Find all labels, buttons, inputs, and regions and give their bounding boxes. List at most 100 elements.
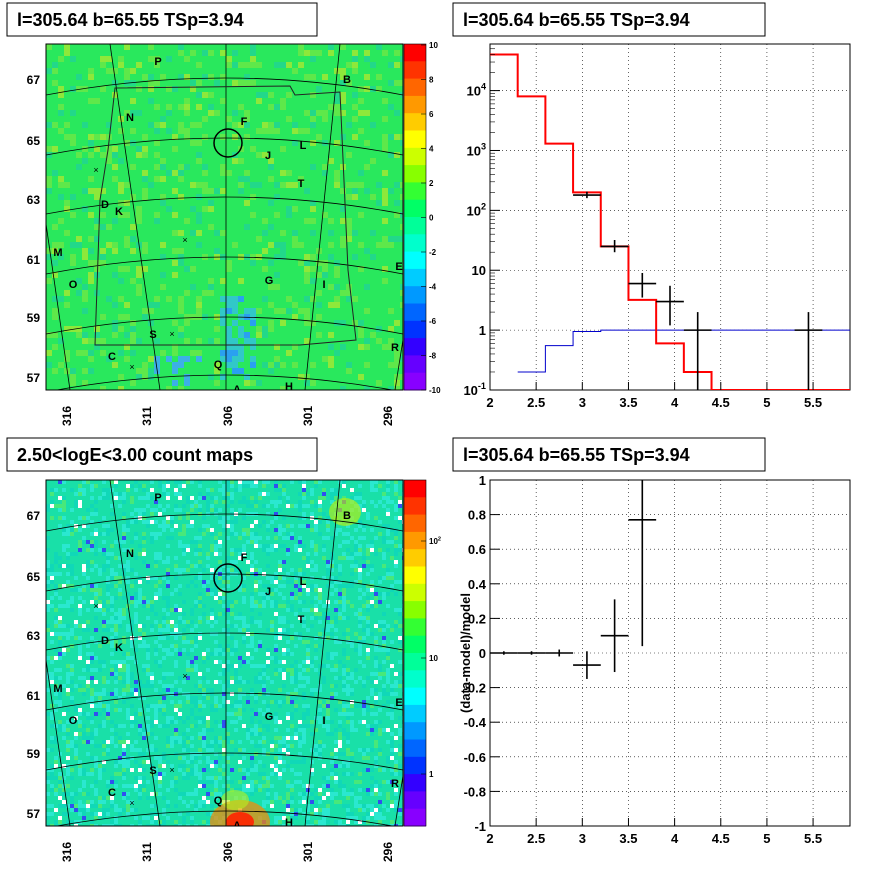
- source-label-k: K: [115, 642, 123, 654]
- cross-marker: ×: [129, 362, 134, 372]
- map-y-tick-label: 57: [27, 807, 41, 821]
- colorbar-tick-label: -4: [429, 283, 437, 292]
- source-label-h: H: [285, 817, 293, 829]
- map-x-tick-label: 301: [301, 842, 315, 862]
- spectrum-y-tick-label: 102: [466, 202, 486, 219]
- map-y-tick-label: 57: [27, 371, 41, 385]
- source-label-l: L: [300, 140, 307, 152]
- tl-axis-ticks: 316 311 306 301 296 67 65 63 61 59 57: [27, 73, 395, 426]
- map-x-tick-label: 316: [60, 842, 74, 862]
- source-label-g: G: [265, 275, 274, 287]
- residual-y-tick-label: 0.6: [468, 542, 486, 557]
- source-label-a: A: [233, 820, 241, 832]
- spectrum-grid: [489, 44, 850, 391]
- colorbar-tick-label: -6: [429, 317, 437, 326]
- map-y-tick-label: 67: [27, 73, 41, 87]
- source-label-e: E: [395, 697, 402, 709]
- cross-marker: ×: [169, 765, 174, 775]
- tl-grid: [46, 44, 403, 390]
- residual-panel: 2 2.5 3 3.5 4 4.5 5 5.5 1 0.8 0.6 0.4 0.2 0 -0.2 -0.4 -0…: [458, 473, 851, 846]
- map-y-tick-label: 61: [27, 689, 41, 703]
- source-label-f: F: [241, 552, 248, 564]
- map-y-tick-label: 59: [27, 311, 41, 325]
- title-bl-text: 2.50<logE<3.00 count maps: [17, 445, 253, 465]
- residual-y-tick-label: 0.2: [468, 611, 486, 626]
- source-label-b: B: [343, 510, 351, 522]
- source-label-q: Q: [214, 795, 223, 807]
- title-tl: l=305.64 b=65.55 TSp=3.94: [6, 2, 318, 37]
- source-label-t: T: [298, 614, 305, 626]
- residual-x-tick-label: 4.5: [712, 831, 730, 846]
- source-label-p: P: [154, 56, 161, 68]
- bl-pixels: [46, 480, 403, 826]
- residual-y-tick-label: -0.6: [464, 750, 486, 765]
- map-panel-tl: P B N F J L T DK M E G I O S C Q R A H × × × × 316 311 306 301 296…: [27, 41, 441, 426]
- spectrum-y-tick-label: 103: [466, 142, 486, 159]
- map-x-tick-label: 306: [221, 842, 235, 862]
- source-label-q: Q: [214, 359, 223, 371]
- source-label-d: D: [101, 199, 109, 211]
- bl-axis-ticks: 316 311 306 301 296 67 65 63 61 59 57: [27, 509, 395, 862]
- map-y-tick-label: 65: [27, 570, 41, 584]
- source-label-e: E: [395, 261, 402, 273]
- colorbar-tick-label: -2: [429, 248, 437, 257]
- source-label-j: J: [265, 150, 271, 162]
- bl-sources: P B N F J L T DK M E G I O S C Q R A H × × × ×: [53, 492, 402, 832]
- residual-x-tick-label: 4: [671, 831, 679, 846]
- colorbar-tick-label: 2: [429, 179, 434, 188]
- residual-y-tick-label: 0.8: [468, 508, 486, 523]
- residual-x-tick-label: 2: [486, 831, 493, 846]
- spectrum-x-tick-label: 2: [486, 395, 493, 410]
- source-label-b: B: [343, 74, 351, 86]
- residual-y-tick-label: -0.4: [464, 715, 487, 730]
- spectrum-y-tick-label: 10-1: [463, 381, 486, 398]
- source-label-r: R: [391, 778, 399, 790]
- map-x-tick-label: 316: [60, 406, 74, 426]
- residual-y-tick-label: 1: [479, 473, 486, 488]
- map-y-tick-label: 59: [27, 747, 41, 761]
- residual-series: [490, 480, 657, 679]
- spectrum-y-tick-label: 104: [466, 82, 486, 99]
- spectrum-x-tick-label: 3.5: [619, 395, 637, 410]
- residual-x-tick-label: 3: [579, 831, 586, 846]
- map-x-tick-label: 296: [381, 406, 395, 426]
- cross-marker: ×: [182, 671, 187, 681]
- model-background-line: [517, 329, 850, 373]
- title-tl-text: l=305.64 b=65.55 TSp=3.94: [17, 10, 244, 30]
- source-label-j: J: [265, 586, 271, 598]
- cross-marker: ×: [169, 329, 174, 339]
- spectrum-x-tick-label: 3: [579, 395, 586, 410]
- map-y-tick-label: 61: [27, 253, 41, 267]
- source-label-k: K: [115, 206, 123, 218]
- map-y-tick-label: 65: [27, 134, 41, 148]
- residual-x-tick-label: 2.5: [527, 831, 545, 846]
- colorbar-tick-label: 10: [429, 41, 438, 50]
- source-label-i: I: [322, 279, 325, 291]
- colorbar-tick-label: 1: [429, 770, 434, 779]
- cross-marker: ×: [93, 165, 98, 175]
- cross-marker: ×: [182, 235, 187, 245]
- source-label-o: O: [69, 715, 78, 727]
- source-label-d: D: [101, 635, 109, 647]
- source-label-h: H: [285, 381, 293, 393]
- cross-marker: ×: [93, 601, 98, 611]
- source-label-r: R: [391, 342, 399, 354]
- map-panel-bl: P B N F J L T DK M E G I O S C Q R A H × × × × 316 311 306 301 296…: [27, 479, 441, 862]
- bl-colorbar: 102 10 1: [403, 479, 441, 827]
- title-bl: 2.50<logE<3.00 count maps: [6, 437, 318, 472]
- spectrum-x-tick-label: 5: [763, 395, 770, 410]
- title-br-text: l=305.64 b=65.55 TSp=3.94: [463, 445, 690, 465]
- residual-ylabel: (data-model)/model: [458, 593, 473, 713]
- source-label-g: G: [265, 711, 274, 723]
- title-tr-text: l=305.64 b=65.55 TSp=3.94: [463, 10, 690, 30]
- source-label-m: M: [53, 683, 62, 695]
- colorbar-tick-label: -8: [429, 352, 437, 361]
- tl-colorbar: 10 8 6 4 2 0 -2 -4 -6 -8 -10: [403, 41, 441, 395]
- residual-ticks: 2 2.5 3 3.5 4 4.5 5 5.5 1 0.8 0.6 0.4 0.2 0 -0.2 -0.4 -0…: [464, 473, 823, 846]
- residual-y-tick-label: -1: [474, 819, 486, 834]
- source-label-f: F: [241, 116, 248, 128]
- residual-y-tick-label: -0.2: [464, 681, 486, 696]
- colorbar-tick-label: 6: [429, 110, 434, 119]
